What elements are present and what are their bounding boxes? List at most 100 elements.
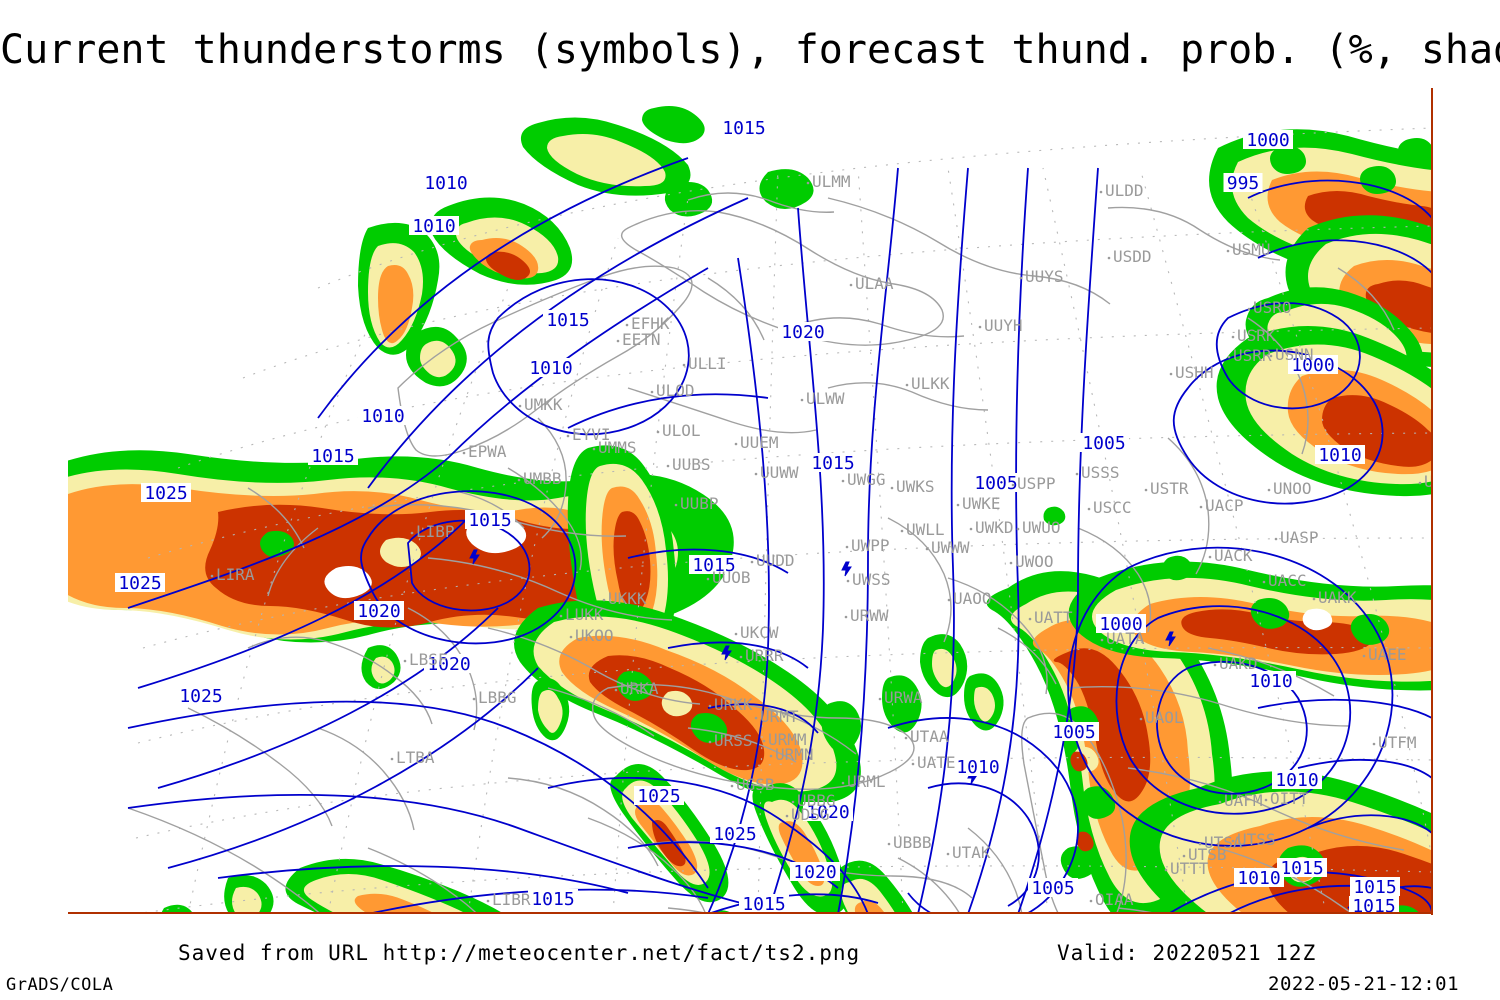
station-marker-icon xyxy=(734,442,738,446)
isobar-label-bg xyxy=(689,555,739,574)
station-id-label: UWUO xyxy=(1022,518,1061,537)
station-marker-icon xyxy=(769,754,773,758)
station-id-label: UUDD xyxy=(756,551,795,570)
station-marker-icon xyxy=(730,784,734,788)
station-id-label: UUBP xyxy=(680,494,719,513)
isobar-label-bg xyxy=(1028,878,1078,897)
isobar-label: 1020 xyxy=(427,654,470,675)
isobar-label-bg xyxy=(115,573,165,592)
isobar-label-bg xyxy=(1079,433,1129,452)
isobars xyxy=(127,157,1432,914)
isobar-label-bg xyxy=(354,601,404,620)
station-marker-icon xyxy=(1099,190,1103,194)
station-marker-icon xyxy=(841,479,845,483)
station-id-label: URRR xyxy=(745,646,784,665)
weather-map[interactable]: 1015 1010 1010 1000 995 1015 1020 1000 1010 1010 1… xyxy=(68,88,1432,914)
station-marker-icon xyxy=(1199,505,1203,509)
station-marker-icon xyxy=(1247,307,1251,311)
isobar-label-bg xyxy=(543,310,593,329)
isobar-label-bg xyxy=(1243,130,1293,149)
station-marker-icon xyxy=(486,899,490,903)
station-marker-icon xyxy=(1362,654,1366,658)
station-marker-icon xyxy=(1164,868,1168,872)
station-id-label: UUEM xyxy=(740,433,779,452)
station-marker-icon xyxy=(656,430,660,434)
isobar-label: 1000 xyxy=(1099,614,1142,635)
station-marker-icon xyxy=(666,464,670,468)
isobar-label: 1020 xyxy=(357,601,400,622)
isobar-label: 1025 xyxy=(179,686,222,707)
station-id-label: URKK xyxy=(714,695,753,714)
station-marker-icon xyxy=(1169,372,1173,376)
station-marker-icon xyxy=(791,800,795,804)
station-marker-icon xyxy=(946,852,950,856)
isobar-label-bg xyxy=(526,358,576,377)
isobar-label-bg xyxy=(308,446,358,465)
station-id-label: UAOL xyxy=(1145,708,1184,727)
station-marker-icon xyxy=(1231,335,1235,339)
station-marker-icon xyxy=(1011,483,1015,487)
station-id-label: UMMS xyxy=(598,438,637,457)
station-marker-icon xyxy=(1107,256,1111,260)
station-marker-icon xyxy=(900,529,904,533)
isobar-label: 1015 xyxy=(531,889,574,910)
isobar-label-bg xyxy=(808,453,858,472)
saved-from-url-label: Saved from URL http://meteocenter.net/fa… xyxy=(178,941,861,965)
station-marker-icon xyxy=(905,383,909,387)
station-marker-icon xyxy=(674,503,678,507)
station-id-label: UWKS xyxy=(896,477,935,496)
station-id-label: UWSS xyxy=(852,570,891,589)
station-marker-icon xyxy=(592,447,596,451)
isobar-label: 1015 xyxy=(692,555,735,576)
station-id-label: UGSB xyxy=(736,775,775,794)
station-id-label: EYVI xyxy=(572,425,611,444)
station-id-label: UACK xyxy=(1214,546,1253,565)
isobar-label: 1015 xyxy=(722,118,765,139)
isobar-label-bg xyxy=(953,757,1003,776)
station-id-label: LBSF xyxy=(409,650,448,669)
station-id-label: UATA xyxy=(1106,629,1145,648)
station-id-label: LIRA xyxy=(216,565,255,584)
station-id-label: UAKK xyxy=(1318,588,1357,607)
station-marker-icon xyxy=(682,363,686,367)
generation-timestamp: 2022-05-21-12:01 xyxy=(1268,973,1460,995)
station-id-label: UTAK xyxy=(952,843,991,862)
station-marker-icon xyxy=(844,615,848,619)
map-frame-bottom-edge xyxy=(68,912,1433,914)
station-id-label: USMU xyxy=(1232,240,1271,259)
station-marker-icon xyxy=(754,472,758,476)
station-marker-icon xyxy=(1144,488,1148,492)
station-marker-icon xyxy=(800,398,804,402)
station-marker-icon xyxy=(904,736,908,740)
station-marker-icon xyxy=(947,598,951,602)
isobar-label: 1025 xyxy=(713,824,756,845)
station-id-label: UAKD xyxy=(1219,654,1258,673)
grads-cola-credit: GrADS/COLA xyxy=(6,975,114,995)
isobar-label: 1010 xyxy=(412,216,455,237)
station-id-label: UTTT xyxy=(1170,859,1209,878)
station-id-label: URML xyxy=(847,772,886,791)
isobar-label: 1025 xyxy=(144,483,187,504)
station-id-label: ULOL xyxy=(662,421,701,440)
station-marker-icon xyxy=(1009,561,1013,565)
isobar-label-bg xyxy=(358,406,408,425)
station-marker-icon xyxy=(762,739,766,743)
station-marker-icon xyxy=(1016,527,1020,531)
station-id-label: ULAA xyxy=(855,274,894,293)
isobar-label: 1000 xyxy=(1291,355,1334,376)
station-id-label: USCC xyxy=(1093,498,1132,517)
station-marker-icon xyxy=(616,339,620,343)
station-marker-icon xyxy=(210,574,214,578)
station-marker-icon xyxy=(566,434,570,438)
isobar-label-bg xyxy=(409,216,459,235)
station-marker-icon xyxy=(878,697,882,701)
map-frame-right-edge xyxy=(1431,88,1433,915)
station-id-label: LIBP xyxy=(416,522,455,541)
station-marker-icon xyxy=(569,635,573,639)
isobar-label: 1005 xyxy=(1052,722,1095,743)
isobar-label: 1020 xyxy=(781,322,824,343)
station-id-label: UWKE xyxy=(962,494,1001,513)
station-id-label: UATT xyxy=(1034,608,1073,627)
station-id-label: UWWW xyxy=(931,538,970,557)
